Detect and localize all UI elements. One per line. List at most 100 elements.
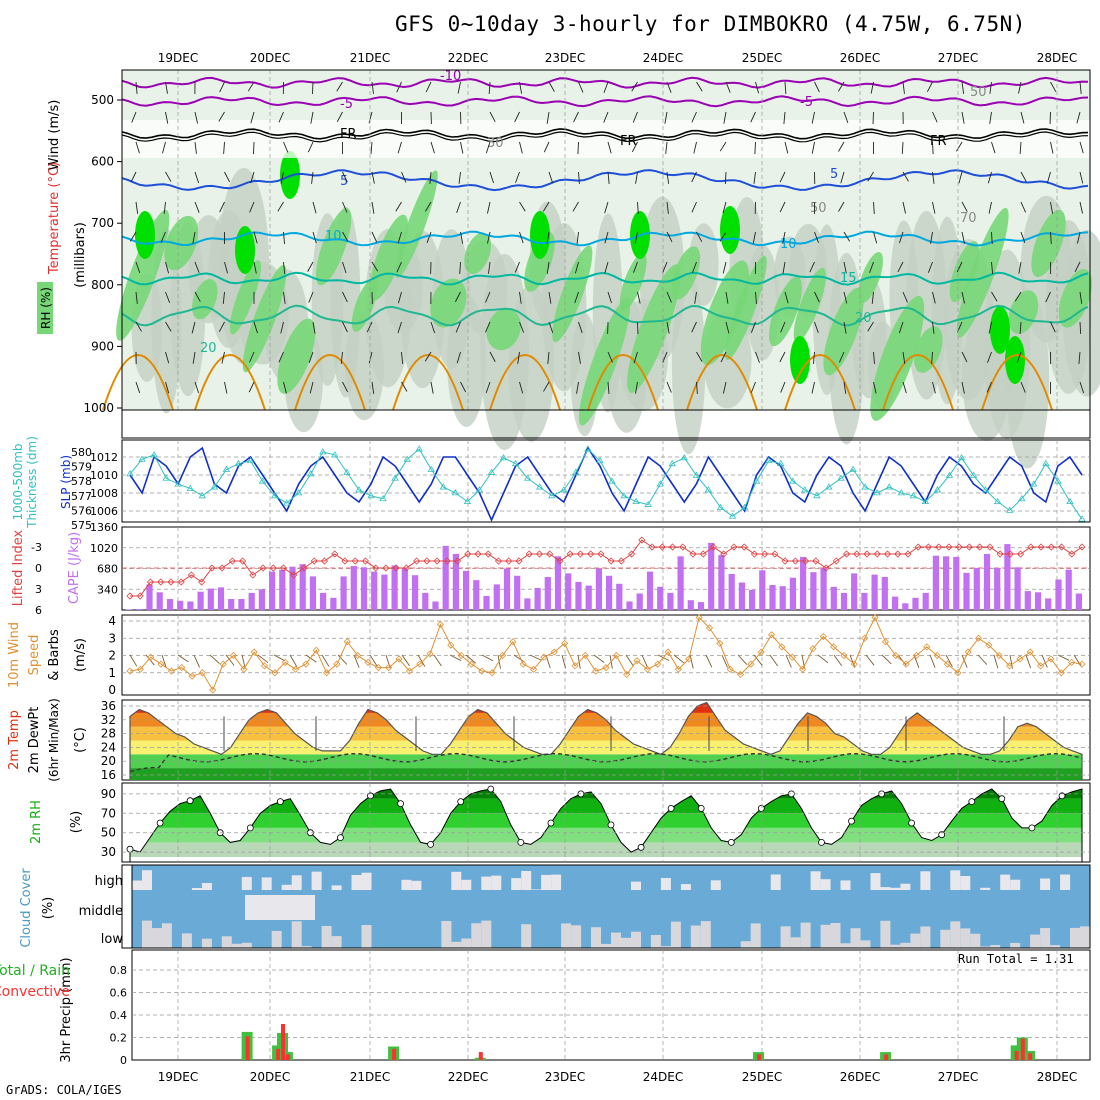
wind-speed-point [136,665,144,673]
rh-point [397,800,405,807]
cloud-low [1070,927,1080,948]
wind-barb [691,201,697,213]
wind-barb [311,171,314,184]
cape-bar [912,597,919,610]
wind-barb-10m [257,654,269,664]
temp-contour-fr [121,128,1089,140]
wind-barb-10m [849,654,856,668]
rh-point [727,839,735,846]
li-point [597,550,605,558]
li-point [413,557,421,565]
cloud-low [1030,934,1041,948]
wind-barb [488,261,491,274]
rh-blob-bright [135,211,155,259]
wind-barb [724,171,727,184]
li-point [402,564,410,572]
li-point [259,564,267,572]
precip-convective-bar [1028,1053,1033,1061]
wind-barb [224,381,228,394]
rh-point [938,831,946,839]
wind-barb-10m [689,654,694,669]
wind-barb [635,171,638,184]
thickness-point [1042,459,1050,467]
cloud-high [870,873,881,890]
thickness-point [475,486,484,493]
cape-bar [473,580,480,610]
wind-barb-10m [401,654,410,667]
li-point [310,557,318,565]
wind-barb [1079,201,1083,214]
cape-bar [544,577,551,610]
cape-bar [1034,592,1042,610]
cape-bar [197,591,204,610]
cape-bar [983,553,991,610]
thickness-point [1054,477,1062,484]
rh-legend-box [37,282,53,334]
footer-credit: GrADS: COLA/IGES [6,1083,122,1097]
thickness-point [174,480,182,487]
li-point [904,550,912,558]
wind-speed-point [467,660,476,668]
wind-barb-10m [833,654,843,667]
thickness-point [752,477,761,484]
wind-barb [843,381,847,394]
rh-blob-mid [671,274,706,455]
li-point [208,564,216,572]
slp-tick-label: 1008 [90,487,118,500]
thickness-point [644,500,652,507]
wind-barb [1050,141,1054,154]
rh-blob-bright [990,306,1010,354]
cloud-high [770,874,781,890]
cloud-high [980,887,991,890]
cloud-level-label: low [101,932,124,947]
wind-barb-10m [209,654,220,664]
cape-bar [1024,591,1031,610]
li-point [249,571,257,579]
ylabel-rh: RH (%) [39,287,53,329]
wind-barb [283,231,285,244]
wind-speed-point [757,648,765,656]
thickness-point [692,471,701,478]
rh-blob-green [949,241,980,303]
wind-barb [430,381,434,394]
wind-speed-point [726,665,734,673]
wind-barb [722,201,727,214]
wind-tick-label: 1 [108,666,116,680]
wind-barb-10m [721,654,728,668]
cape-bar [687,600,694,610]
cloud-low [241,942,252,948]
wind-barb [192,231,196,244]
thickness-point [861,483,869,490]
li-point [474,550,482,558]
wind-barb [223,141,225,154]
cape-bar [1055,579,1062,610]
cape-bar [299,564,306,610]
rh-band [130,798,1082,814]
cape-bar [728,574,735,610]
wind-barb-10m [417,654,426,667]
li-point [883,550,892,558]
wind-barb [221,351,225,364]
x-tick-bottom: 20DEC [250,1070,290,1084]
wind-barb-10m [625,654,634,667]
cape-bar [238,599,245,610]
wind-speed-point [912,651,921,660]
cloud-high [451,871,462,890]
cape-bar [248,592,255,610]
cloud-high [541,874,552,890]
wind-speed-point [271,669,279,677]
wind-barb [485,321,491,333]
cape-bar [371,571,378,610]
wind-barb [932,171,935,184]
x-tick-top: 25DEC [742,51,782,65]
wind-barb [309,381,314,394]
wind-barb [218,111,225,122]
cloud-low [700,921,711,948]
wind-barb [666,171,670,184]
cape-bar [381,574,388,610]
wind-barb-10m [929,654,936,668]
cloud-high [660,878,671,890]
wind-speed-point [126,667,134,675]
wind-speed-point [229,651,238,660]
cloud-low [740,941,751,948]
